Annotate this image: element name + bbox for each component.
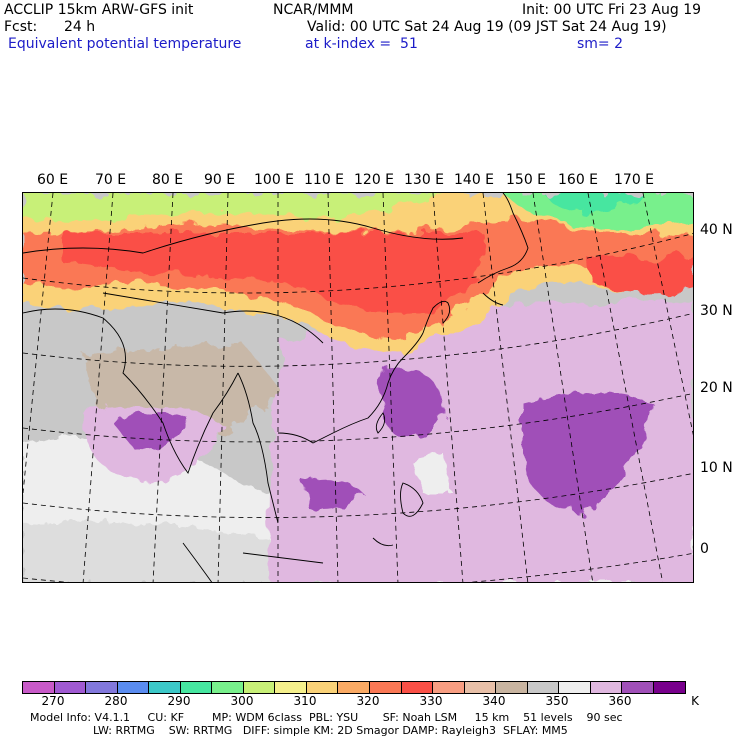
coastlines [23, 193, 529, 582]
colorbar-label: 280 [104, 694, 128, 708]
graticule [23, 193, 693, 582]
colorbar-swatch [117, 682, 150, 693]
center-label: NCAR/MMM [273, 2, 354, 18]
colorbar-swatch [180, 682, 213, 693]
colorbar-swatch [338, 682, 371, 693]
colorbar-label: 320 [356, 694, 380, 708]
lat-label: 0 [700, 541, 709, 557]
colorbar-swatch [370, 682, 402, 693]
lon-label: 100 E [254, 172, 295, 188]
colorbar-unit: K [691, 694, 699, 708]
lon-label: 150 E [506, 172, 547, 188]
smoothing-label: sm= 2 [577, 36, 624, 52]
colorbar-swatch [243, 682, 276, 693]
lat-label: 10 N [700, 460, 733, 476]
lon-label: 90 E [204, 172, 236, 188]
model-info-line2: LW: RRTMG SW: RRTMG DIFF: simple KM: 2D … [30, 724, 568, 737]
map-canvas [23, 193, 693, 582]
lon-label: 110 E [304, 172, 345, 188]
colorbar-swatch [212, 682, 244, 693]
lon-label: 130 E [404, 172, 445, 188]
colorbar-swatch [275, 682, 307, 693]
colorbar-label: 330 [419, 694, 443, 708]
lon-label: 120 E [354, 172, 395, 188]
field-name: Equivalent potential temperature [8, 36, 242, 52]
colorbar-swatch [401, 682, 434, 693]
lon-label: 80 E [152, 172, 184, 188]
colorbar-swatch [653, 682, 686, 693]
colorbar-swatch [622, 682, 654, 693]
model-title: ACCLIP 15km ARW-GFS init [4, 2, 194, 18]
lat-label: 30 N [700, 303, 733, 319]
colorbar-swatch [464, 682, 497, 693]
lat-label: 20 N [700, 380, 733, 396]
colorbar-swatch [54, 682, 87, 693]
theta-e-shading [23, 193, 693, 582]
forecast-label: Fcst: [4, 19, 38, 35]
colorbar-swatch [496, 682, 528, 693]
colorbar-swatch [590, 682, 623, 693]
colorbar-swatch [527, 682, 560, 693]
lat-label: 40 N [700, 222, 733, 238]
colorbar-swatch [306, 682, 339, 693]
lon-label: 60 E [37, 172, 69, 188]
colorbar-swatch [23, 682, 55, 693]
lon-label: 170 E [614, 172, 655, 188]
lon-label: 140 E [454, 172, 495, 188]
valid-time: Valid: 00 UTC Sat 24 Aug 19 (09 JST Sat … [307, 19, 667, 35]
colorbar-swatch [559, 682, 591, 693]
colorbar-swatch [433, 682, 465, 693]
map-panel [22, 192, 694, 583]
init-time: Init: 00 UTC Fri 23 Aug 19 [522, 2, 702, 18]
colorbar-label: 340 [482, 694, 506, 708]
colorbar [22, 681, 687, 694]
lon-label: 160 E [558, 172, 599, 188]
colorbar-label: 350 [545, 694, 569, 708]
level-label: at k-index = 51 [305, 36, 418, 52]
colorbar-label: 360 [608, 694, 632, 708]
colorbar-swatch [149, 682, 181, 693]
colorbar-label: 290 [167, 694, 191, 708]
forecast-hour: 24 h [64, 19, 96, 35]
lon-label: 70 E [95, 172, 127, 188]
colorbar-label: 300 [230, 694, 254, 708]
colorbar-label: 270 [41, 694, 65, 708]
model-info-line1: Model Info: V4.1.1 CU: KF MP: WDM 6class… [30, 711, 623, 724]
colorbar-swatch [86, 682, 118, 693]
colorbar-label: 310 [293, 694, 317, 708]
